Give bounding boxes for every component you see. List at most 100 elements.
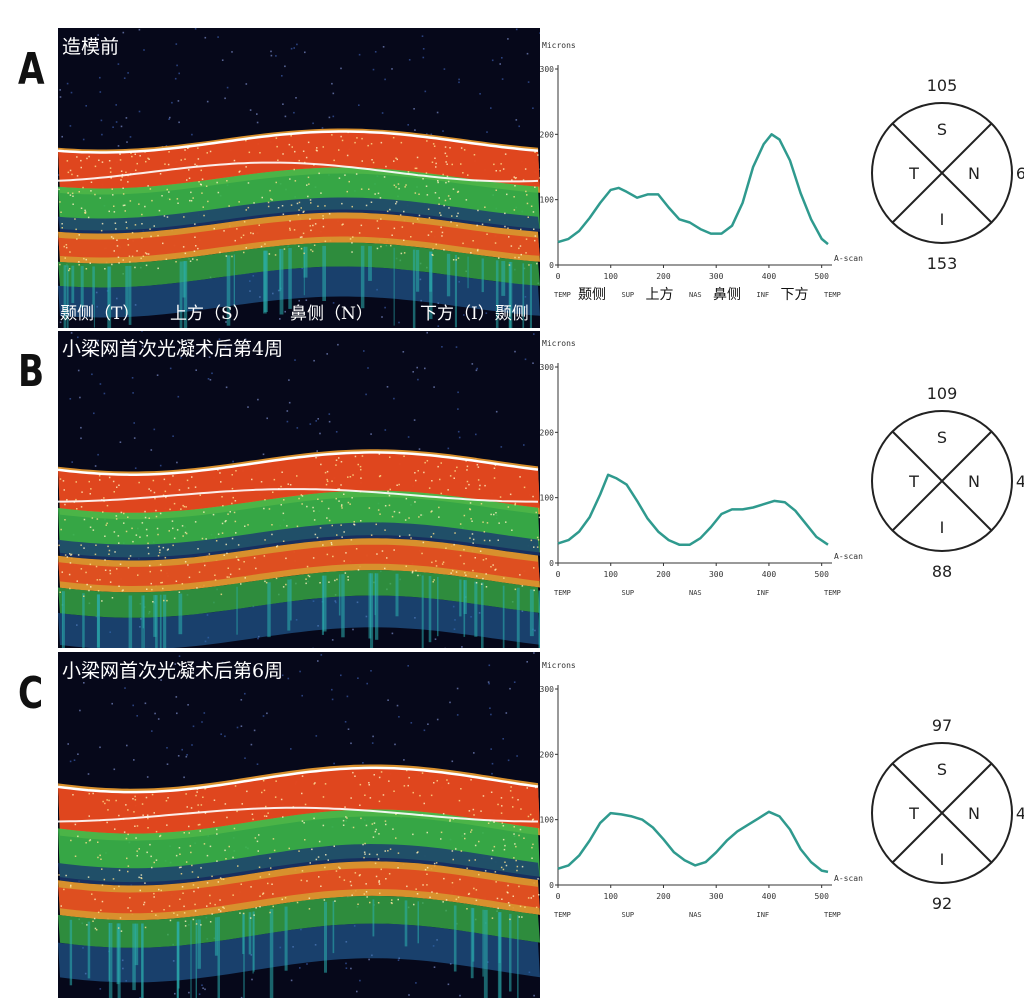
region-label: 上方（S）	[170, 304, 250, 324]
quadrant-letter-s: S	[937, 760, 947, 779]
oct-caption: 小梁网首次光凝术后第6周	[62, 660, 284, 682]
x-axis-title: A-scan	[834, 552, 863, 561]
sector-label: TEMP	[824, 291, 841, 299]
y-tick-label: 200	[540, 428, 555, 437]
sector-label: TEMP	[824, 911, 841, 919]
sector-label: TEMP	[554, 589, 571, 597]
x-tick-label: 0	[556, 892, 561, 901]
thickness-plot: Microns 300 200 100 0 0 100 200 300 400 500 A-scan T…	[540, 660, 870, 940]
quadrant-value-right: 65	[1016, 164, 1024, 183]
region-label: 鼻侧（N）	[290, 304, 373, 324]
sector-cn-label: 上方	[646, 287, 674, 303]
oct-scan-image: 造模前颞侧（T） 上方（S） 鼻侧（N） 下方（I）颞侧	[58, 28, 540, 328]
sector-label: NAS	[689, 911, 702, 919]
x-tick-label: 400	[762, 892, 777, 901]
quadrant-letter-i: I	[940, 518, 945, 537]
y-tick-label: 300	[540, 65, 555, 74]
sector-cn-label: 鼻侧	[713, 286, 741, 303]
quadrant-value-right: 43	[1016, 472, 1024, 491]
quadrant-letter-t: T	[908, 164, 919, 183]
y-axis-title: Microns	[542, 41, 576, 50]
quadrant-letter-s: S	[937, 428, 947, 447]
quadrant-letter-n: N	[968, 804, 980, 823]
x-tick-label: 400	[762, 272, 777, 281]
x-tick-label: 200	[656, 570, 671, 579]
x-tick-label: 300	[709, 272, 724, 281]
quadrant-letter-s: S	[937, 120, 947, 139]
y-axis-title: Microns	[542, 661, 576, 670]
quadrant-value-top: 97	[932, 716, 952, 735]
quadrant-letter-i: I	[940, 850, 945, 869]
x-tick-label: 100	[604, 570, 619, 579]
x-tick-label: 200	[656, 892, 671, 901]
y-tick-label: 0	[549, 261, 554, 270]
sector-label: TEMP	[554, 291, 571, 299]
x-tick-label: 400	[762, 570, 777, 579]
sector-label: SUP	[622, 291, 635, 299]
thickness-curve	[557, 810, 829, 874]
quadrant-letter-i: I	[940, 210, 945, 229]
sector-label: TEMP	[554, 911, 571, 919]
sector-label: INF	[757, 589, 770, 597]
y-tick-label: 200	[540, 750, 555, 759]
quadrant-value-top: 109	[927, 384, 958, 403]
region-label: 颞侧（T）	[60, 304, 140, 324]
panel-separator	[0, 328, 1024, 331]
x-tick-label: 500	[814, 272, 829, 281]
thickness-plot: Microns 300 200 100 0 0 100 200 300 400 500 A-scan T…	[540, 338, 870, 618]
panel-letter: C	[18, 668, 44, 719]
y-tick-label: 0	[549, 559, 554, 568]
x-tick-label: 500	[814, 570, 829, 579]
x-tick-label: 0	[556, 272, 561, 281]
x-tick-label: 100	[604, 272, 619, 281]
quadrant-value-bottom: 153	[927, 254, 958, 273]
thickness-curve	[557, 133, 829, 246]
quadrant-letter-t: T	[908, 804, 919, 823]
y-axis-title: Microns	[542, 339, 576, 348]
sector-label: INF	[757, 291, 770, 299]
sector-cn-label: 颞侧	[578, 287, 606, 303]
x-tick-label: 0	[556, 570, 561, 579]
x-tick-label: 300	[709, 570, 724, 579]
quadrant-letter-t: T	[908, 472, 919, 491]
quadrant-diagram: SNTI109885143	[870, 348, 1024, 618]
oct-scan-image: 小梁网首次光凝术后第6周	[58, 652, 540, 998]
thickness-plot: Microns 300 200 100 0 0 100 200 300 400 500 A-scan T…	[540, 40, 870, 320]
oct-caption: 造模前	[62, 36, 120, 58]
sector-cn-label: 下方	[781, 287, 809, 303]
x-tick-label: 500	[814, 892, 829, 901]
quadrant-letter-n: N	[968, 472, 980, 491]
panel-separator	[0, 648, 1024, 651]
quadrant-diagram: SNTI97923849	[870, 680, 1024, 950]
panel-letter: B	[18, 346, 45, 397]
x-tick-label: 300	[709, 892, 724, 901]
oct-scan-image: 小梁网首次光凝术后第4周	[58, 330, 540, 648]
panel-letter: A	[18, 44, 45, 95]
y-tick-label: 100	[540, 494, 555, 503]
quadrant-value-bottom: 92	[932, 894, 952, 913]
y-tick-label: 100	[540, 816, 555, 825]
y-tick-label: 300	[540, 685, 555, 694]
y-tick-label: 200	[540, 130, 555, 139]
quadrant-value-right: 49	[1016, 804, 1024, 823]
sector-label: SUP	[622, 589, 635, 597]
x-axis-title: A-scan	[834, 874, 863, 883]
y-tick-label: 300	[540, 363, 555, 372]
quadrant-diagram: SNTI1051536065	[870, 40, 1024, 310]
x-tick-label: 100	[604, 892, 619, 901]
sector-label: SUP	[622, 911, 635, 919]
oct-caption: 小梁网首次光凝术后第4周	[62, 338, 284, 360]
quadrant-value-bottom: 88	[932, 562, 952, 581]
sector-label: INF	[757, 911, 770, 919]
sector-label: NAS	[689, 291, 702, 299]
quadrant-value-top: 105	[927, 76, 958, 95]
y-tick-label: 100	[540, 196, 555, 205]
y-tick-label: 0	[549, 881, 554, 890]
sector-label: TEMP	[824, 589, 841, 597]
region-label: 下方（I）颞侧	[420, 304, 529, 324]
x-axis-title: A-scan	[834, 254, 863, 263]
thickness-curve	[557, 473, 829, 546]
quadrant-letter-n: N	[968, 164, 980, 183]
sector-label: NAS	[689, 589, 702, 597]
x-tick-label: 200	[656, 272, 671, 281]
